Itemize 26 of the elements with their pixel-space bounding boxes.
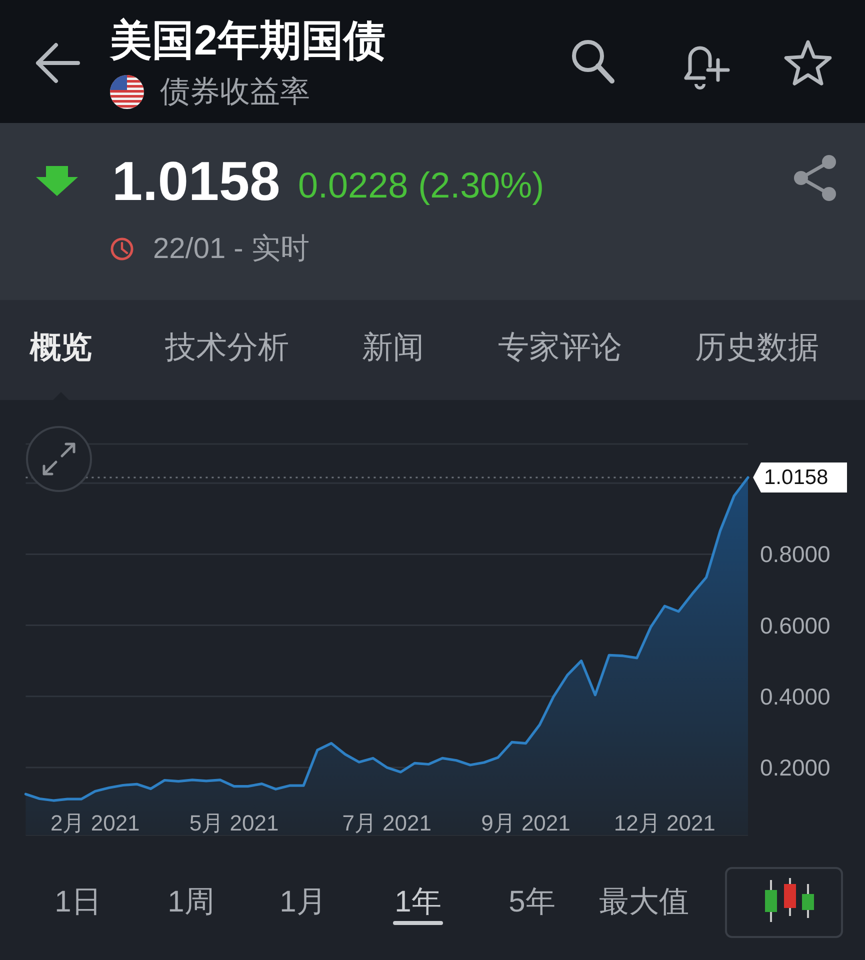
annotation: 1.0158: [112, 150, 280, 212]
annotation: 1月: [280, 886, 326, 918]
ytick-label: 0.2000: [760, 754, 830, 780]
annotation: 专家评论: [498, 330, 622, 364]
annotation: 1日: [54, 886, 102, 918]
annotation: 概览: [30, 330, 92, 364]
ytick-label: 0.8000: [760, 541, 830, 568]
xtick-label: 9月 2021: [481, 810, 570, 836]
annotation: 1周: [168, 886, 214, 918]
title: 美国2年期国债: [110, 16, 386, 64]
annotation: 历史数据: [695, 330, 819, 364]
xtick-label: 12月 2021: [614, 810, 716, 836]
annotation: 技术分析: [165, 330, 289, 364]
subtitle: 债券收益率: [160, 76, 310, 108]
xtick-label: 5月 2021: [189, 810, 279, 836]
xtick-label: 2月 2021: [50, 810, 140, 836]
ytick-label: 0.6000: [760, 612, 830, 638]
annotation: 1年: [394, 886, 442, 918]
annotation: 新闻: [362, 330, 424, 364]
xtick-label: 7月 2021: [342, 810, 432, 836]
annotation: 最大值: [599, 886, 689, 918]
ref-line-label: 1.0158: [764, 466, 828, 489]
annotation: 0.0228 (2.30%): [298, 164, 544, 206]
ytick-label: 0.4000: [760, 683, 830, 710]
annotation: 22/01 - 实时: [153, 233, 310, 265]
annotation: 5年: [508, 886, 556, 918]
